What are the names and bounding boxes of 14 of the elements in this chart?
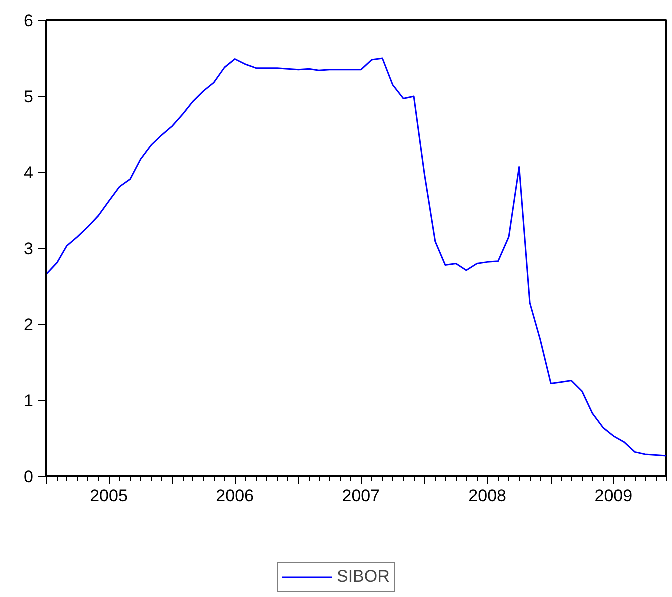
x-tick-label: 2008	[468, 486, 506, 506]
x-tick-label: 2006	[216, 486, 254, 506]
line-series	[46, 58, 666, 457]
y-tick-label: 2	[24, 316, 34, 334]
y-tick-label: 0	[24, 468, 34, 486]
y-tick-label: 6	[24, 12, 34, 30]
x-tick-label: 2009	[594, 486, 633, 506]
y-tick-label: 5	[24, 88, 34, 106]
y-tick-label: 3	[24, 240, 34, 258]
y-tick-label: 4	[24, 164, 34, 182]
x-tick-label: 2005	[90, 486, 128, 506]
x-tick-label: 2007	[342, 486, 380, 506]
legend-label: SIBOR	[337, 567, 390, 587]
y-tick-label: 1	[24, 392, 34, 410]
